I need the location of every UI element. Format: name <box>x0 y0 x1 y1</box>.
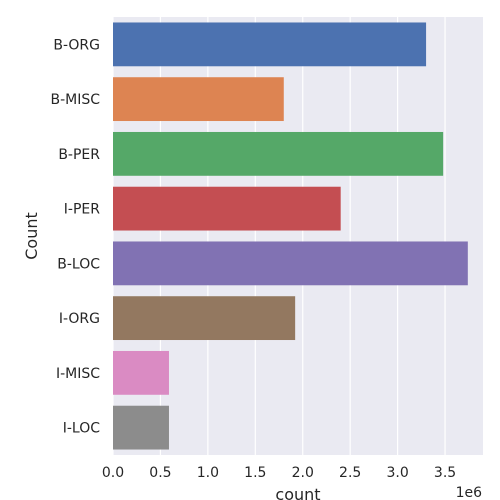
x-tick-label: 1.0 <box>197 465 219 481</box>
y-tick-label: B-PER <box>58 147 100 163</box>
y-tick-label: I-MISC <box>56 366 100 382</box>
y-tick-label: I-PER <box>64 202 100 218</box>
y-axis-label: Count <box>22 212 41 260</box>
x-tick-label: 1.5 <box>244 465 266 481</box>
x-axis-label: count <box>275 485 320 500</box>
x-tick-label: 0.0 <box>102 465 124 481</box>
x-offset-label: 1e6 <box>456 485 483 500</box>
x-tick-label: 2.5 <box>339 465 361 481</box>
x-tick-label: 3.0 <box>386 465 408 481</box>
x-tick-label: 0.5 <box>149 465 171 481</box>
y-tick-label: B-ORG <box>53 37 100 53</box>
bar-b-misc <box>113 77 284 122</box>
y-tick-label: I-LOC <box>63 421 101 437</box>
bar-i-org <box>113 296 296 341</box>
x-tick-label: 2.0 <box>292 465 314 481</box>
bars <box>113 22 468 450</box>
bar-i-per <box>113 186 341 231</box>
y-tick-label: B-LOC <box>57 256 100 272</box>
bar-b-loc <box>113 241 468 286</box>
bar-b-per <box>113 131 444 176</box>
bar-i-loc <box>113 405 169 450</box>
bar-b-org <box>113 22 427 67</box>
y-tick-label: I-ORG <box>59 311 100 327</box>
y-tick-label: B-MISC <box>50 92 100 108</box>
x-tick-label: 3.5 <box>434 465 456 481</box>
bar-i-misc <box>113 350 169 395</box>
x-tick-labels: 0.0 0.5 1.0 1.5 2.0 2.5 3.0 3.5 <box>102 465 456 481</box>
y-tick-labels: B-ORG B-MISC B-PER I-PER B-LOC I-ORG I-MISC I-L… <box>50 37 100 436</box>
